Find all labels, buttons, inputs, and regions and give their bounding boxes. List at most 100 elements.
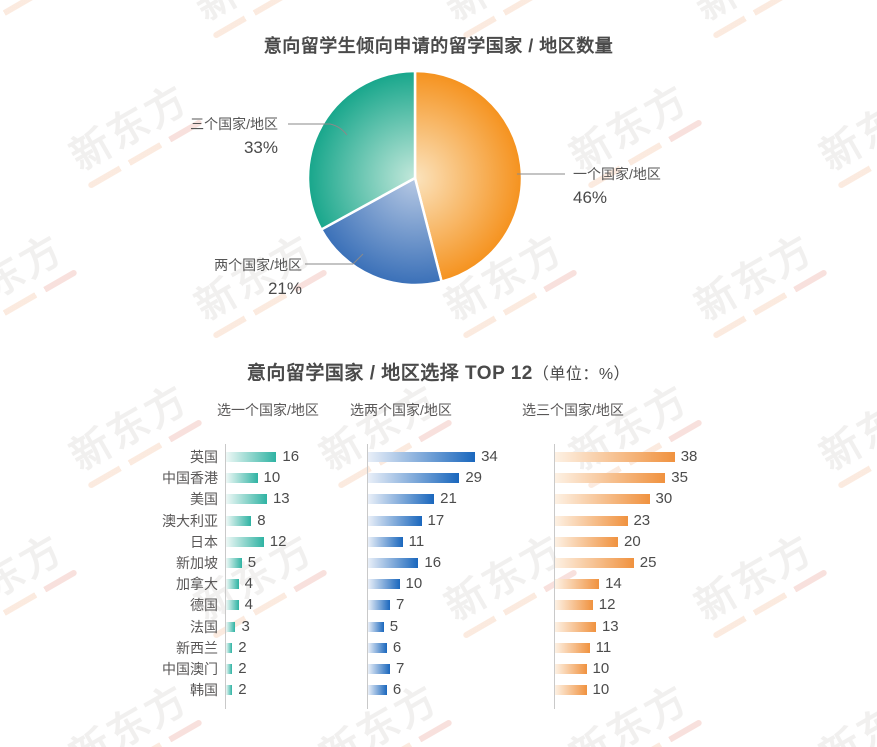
bar-value: 8 bbox=[257, 511, 266, 529]
category-label: 中国澳门 bbox=[162, 661, 218, 677]
watermark-text: 新东方 bbox=[688, 526, 822, 630]
bar-value: 5 bbox=[247, 554, 257, 571]
bar bbox=[555, 515, 628, 526]
series-header-2: 选两个国家/地区 bbox=[350, 402, 452, 418]
category-label: 中国香港 bbox=[162, 470, 218, 487]
bar bbox=[555, 579, 600, 590]
bar-value: 7 bbox=[396, 596, 405, 614]
bar bbox=[226, 579, 239, 590]
bar bbox=[368, 664, 391, 674]
bar-value: 14 bbox=[605, 575, 622, 593]
watermark-subtext bbox=[837, 418, 877, 490]
watermark-subtext bbox=[337, 718, 453, 747]
bar-value: 4 bbox=[244, 575, 253, 593]
axis-line-2 bbox=[367, 444, 368, 709]
axis-line-3 bbox=[554, 444, 555, 709]
bar-chart-title-main: 意向留学国家 / 地区选择 TOP 12 bbox=[246, 363, 533, 384]
category-label: 加拿大 bbox=[176, 576, 218, 593]
bar-value: 38 bbox=[680, 448, 698, 465]
bar bbox=[226, 664, 233, 674]
category-label: 日本 bbox=[190, 533, 218, 550]
watermark-tile: 新东方 bbox=[0, 207, 95, 349]
watermark-subtext bbox=[712, 268, 828, 340]
pie-slice-label-text: 三个国家/地区 bbox=[190, 116, 278, 132]
bar-value: 11 bbox=[408, 532, 425, 550]
bar-value: 17 bbox=[427, 511, 445, 529]
pie-slice-label-text: 两个国家/地区 bbox=[214, 257, 302, 273]
category-label: 新西兰 bbox=[176, 639, 218, 656]
bar-value: 2 bbox=[238, 638, 247, 656]
pie-leader-line-3 bbox=[305, 253, 364, 265]
bar bbox=[555, 473, 666, 484]
bar-value: 21 bbox=[440, 490, 457, 508]
bar bbox=[368, 642, 387, 653]
bar bbox=[226, 558, 242, 568]
category-label: 新加坡 bbox=[176, 555, 218, 571]
bar bbox=[555, 452, 675, 462]
bar bbox=[368, 621, 384, 632]
bar bbox=[226, 685, 233, 696]
bar-value: 12 bbox=[269, 532, 287, 550]
bar-value: 13 bbox=[601, 617, 619, 635]
bar-chart-title: 意向留学国家 / 地区选择 TOP 12（单位：%） bbox=[0, 358, 877, 385]
bar bbox=[368, 536, 403, 547]
pie-slice-label-value: 21% bbox=[267, 279, 302, 298]
bar-value: 2 bbox=[238, 681, 247, 699]
bar-value: 23 bbox=[633, 511, 651, 529]
pie-slice-label: 两个国家/地区 21% bbox=[214, 253, 302, 301]
bar-value: 10 bbox=[592, 660, 610, 677]
watermark-subtext bbox=[587, 718, 703, 747]
axis-line-1 bbox=[225, 444, 226, 709]
pie-slice-2 bbox=[319, 176, 443, 287]
pie-chart bbox=[288, 69, 565, 287]
bar bbox=[368, 579, 400, 590]
watermark-subtext bbox=[712, 568, 828, 640]
bar-value: 3 bbox=[241, 617, 250, 635]
bar-value: 10 bbox=[405, 575, 423, 593]
watermark-text: 新东方 bbox=[813, 76, 877, 180]
watermark-subtext bbox=[0, 268, 78, 340]
bar bbox=[555, 558, 634, 568]
watermark-subtext bbox=[87, 718, 203, 747]
pie-slice-label-value: 33% bbox=[243, 138, 278, 157]
bar bbox=[226, 515, 252, 526]
bar bbox=[368, 515, 422, 526]
bar bbox=[368, 600, 391, 611]
bar bbox=[555, 621, 596, 632]
bar-value: 10 bbox=[592, 681, 610, 699]
bar-value: 6 bbox=[392, 638, 402, 656]
bar-value: 30 bbox=[655, 490, 673, 508]
bar bbox=[226, 642, 233, 653]
bar bbox=[226, 600, 239, 611]
pie-leader-line-1 bbox=[288, 123, 348, 136]
bar-value: 5 bbox=[389, 617, 399, 635]
category-label: 澳大利亚 bbox=[162, 512, 218, 529]
bar bbox=[226, 473, 258, 484]
bar bbox=[226, 494, 267, 505]
watermark-subtext bbox=[837, 118, 877, 190]
bar bbox=[368, 558, 419, 568]
bar bbox=[368, 452, 476, 462]
bar bbox=[368, 685, 387, 696]
pie-slice-label: 一个国家/地区 46% bbox=[573, 162, 661, 210]
bar-chart-title-unit: （单位：%） bbox=[532, 366, 631, 383]
bar-value: 10 bbox=[263, 469, 281, 487]
bar bbox=[226, 536, 264, 547]
bar-value: 25 bbox=[639, 554, 657, 571]
category-label: 英国 bbox=[190, 449, 218, 465]
watermark-subtext bbox=[837, 718, 877, 747]
watermark-text: 新东方 bbox=[0, 226, 72, 330]
bar bbox=[555, 664, 587, 674]
category-label: 美国 bbox=[190, 491, 218, 508]
pie-slice-label: 三个国家/地区 33% bbox=[190, 112, 278, 160]
bar bbox=[368, 494, 435, 505]
category-label: 法国 bbox=[190, 618, 218, 635]
bar-value: 7 bbox=[396, 660, 405, 677]
bar-value: 34 bbox=[481, 448, 498, 465]
watermark-tile: 新东方 bbox=[790, 657, 877, 747]
watermark-text: 新东方 bbox=[813, 676, 877, 747]
bar-value: 16 bbox=[282, 448, 300, 465]
bar bbox=[555, 642, 590, 653]
bar bbox=[555, 536, 618, 547]
